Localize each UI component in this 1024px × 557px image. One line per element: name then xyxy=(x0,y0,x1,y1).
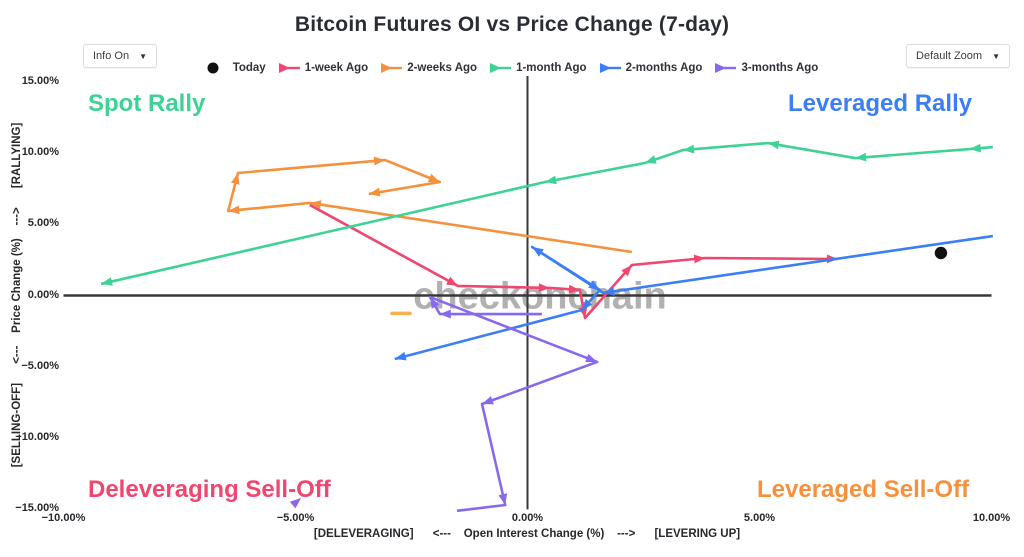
trail-arrowhead xyxy=(309,200,322,209)
trail-arrowhead xyxy=(855,152,867,162)
x-tick-label: −5.00% xyxy=(276,512,315,524)
zoom-dropdown[interactable]: Default Zoom ▼ xyxy=(906,44,1010,68)
trail-arrowhead xyxy=(581,298,593,311)
x-tick-label: 10.00% xyxy=(972,512,1011,524)
x-tick-label: −10.00% xyxy=(41,512,86,524)
trail-arrowhead xyxy=(430,297,440,309)
legend-item-label: 2-months Ago xyxy=(625,62,703,74)
trail-arrow-icon xyxy=(599,63,621,73)
series-3-months-ago[interactable] xyxy=(428,295,599,513)
legend-item-1-week-ago[interactable]: 1-week Ago xyxy=(278,62,368,74)
trail-arrow-icon xyxy=(381,63,403,73)
trail-arrowhead xyxy=(568,284,580,294)
y-tick-label: −10.00% xyxy=(15,431,59,444)
y-tick-label: 10.00% xyxy=(21,145,59,158)
trail-arrowhead xyxy=(368,187,381,197)
y-tick-label: −15.00% xyxy=(15,502,59,515)
legend-item-2-weeks-ago[interactable]: 2-weeks Ago xyxy=(380,62,477,74)
quadrant-label-leveraged-rally: Leveraged Rally xyxy=(788,90,973,117)
series-2-months-ago[interactable] xyxy=(394,234,994,361)
trail-arrow-icon xyxy=(278,63,300,73)
legend-item-label: Today xyxy=(232,62,266,74)
trail-arrowhead xyxy=(498,493,508,505)
legend-item-today[interactable]: Today xyxy=(206,62,266,74)
x-axis-title: [DELEVERAGING] <--- Open Interest Change… xyxy=(313,528,741,540)
today-dot[interactable] xyxy=(934,246,948,260)
y-tick-label: 5.00% xyxy=(27,217,59,230)
trail-arrowhead xyxy=(588,280,600,290)
trail-arrowhead xyxy=(532,247,544,257)
info-dropdown[interactable]: Info On ▼ xyxy=(83,44,157,68)
chevron-down-icon: ▼ xyxy=(992,51,1000,61)
trail-arrowhead xyxy=(693,254,706,264)
trail-arrowhead xyxy=(621,264,632,277)
series-2-weeks-ago[interactable] xyxy=(226,156,633,254)
trail-arrowhead xyxy=(482,396,494,405)
legend-item-label: 3-months Ago xyxy=(741,62,819,74)
quadrant-label-deleveraging-sell-off: Deleveraging Sell-Off xyxy=(88,476,331,503)
legend-item-label: 2-weeks Ago xyxy=(407,62,478,74)
legend-item-label: 1-week Ago xyxy=(304,62,369,74)
trail-arrowhead xyxy=(545,175,557,185)
trail-arrowhead xyxy=(427,173,440,182)
info-dropdown-label: Info On xyxy=(93,50,130,62)
trail-arrowhead xyxy=(101,277,113,286)
quadrant-label-spot-rally: Spot Rally xyxy=(88,90,206,117)
y-tick-label: −5.00% xyxy=(21,359,59,372)
chevron-down-icon: ▼ xyxy=(139,51,147,61)
trail-arrowhead xyxy=(439,309,451,319)
series-1-month-ago[interactable] xyxy=(100,140,994,286)
legend-item-3-months-ago[interactable]: 3-months Ago xyxy=(714,62,818,74)
y-tick-label: 0.00% xyxy=(27,288,59,301)
trail-arrowhead xyxy=(585,353,598,363)
trail-arrowhead xyxy=(230,173,240,185)
trail-arrow-icon xyxy=(715,63,737,73)
trail-arrowhead xyxy=(394,351,407,361)
y-tick-label: 15.00% xyxy=(21,74,59,87)
trail-arrowhead xyxy=(289,497,302,509)
chart-title: Bitcoin Futures OI vs Price Change (7-da… xyxy=(294,13,730,36)
trail-arrowhead xyxy=(373,156,386,166)
quadrant-label-leveraged-sell-off: Leveraged Sell-Off xyxy=(757,476,970,503)
legend-item-label: 1-month Ago xyxy=(516,62,587,74)
trail-arrowhead xyxy=(538,283,550,293)
zoom-dropdown-label: Default Zoom xyxy=(916,50,983,62)
trail-arrowhead xyxy=(644,155,657,164)
today-dot-icon xyxy=(207,62,219,74)
trail-arrowhead xyxy=(446,276,458,286)
trail-arrowhead xyxy=(969,143,982,153)
series-1-week-ago[interactable] xyxy=(309,203,838,320)
legend-item-1-month-ago[interactable]: 1-month Ago xyxy=(489,62,587,74)
trail-arrowhead xyxy=(603,286,615,296)
x-tick-label: 5.00% xyxy=(743,512,776,524)
legend-item-2-months-ago[interactable]: 2-months Ago xyxy=(599,62,703,74)
trail-arrowhead xyxy=(228,205,240,215)
trail-arrowhead xyxy=(682,144,695,154)
trail-arrowhead xyxy=(767,140,780,150)
x-tick-label: 0.00% xyxy=(511,512,544,524)
trail-arrow-icon xyxy=(490,63,512,73)
legend: Today 1-week Ago 2-weeks Ago 1-month Ago 2-m… xyxy=(0,62,1024,74)
